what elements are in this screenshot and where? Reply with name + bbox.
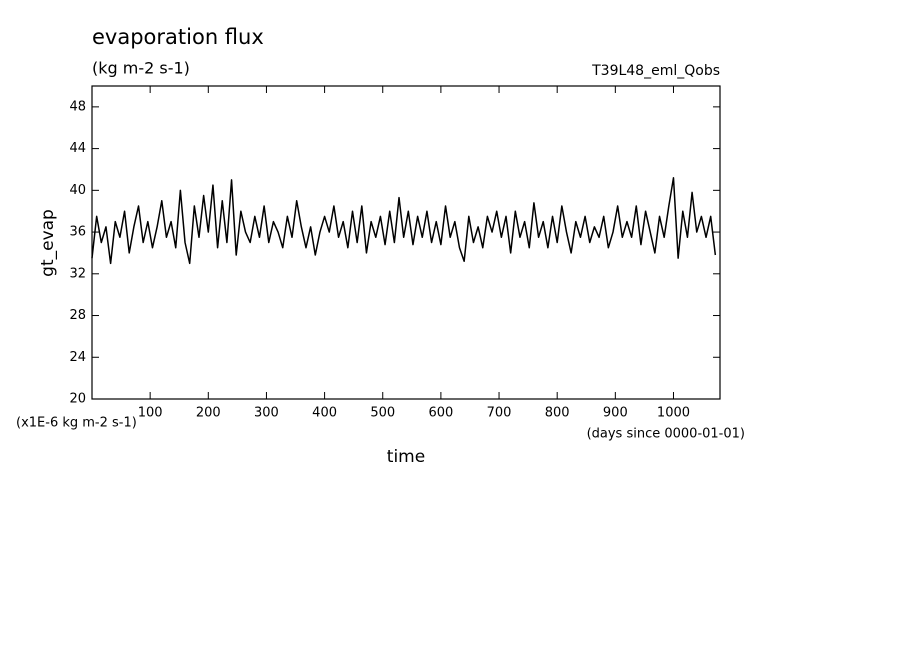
y-unit-note: (x1E-6 kg m-2 s-1) xyxy=(16,416,137,431)
x-tick-label: 700 xyxy=(487,406,512,421)
x-unit-note: (days since 0000-01-01) xyxy=(587,427,745,442)
x-tick-label: 900 xyxy=(603,406,628,421)
x-tick-label: 400 xyxy=(312,406,337,421)
x-tick-label: 500 xyxy=(370,406,395,421)
series-line xyxy=(91,177,717,265)
y-tick-label: 40 xyxy=(69,183,86,198)
y-tick-label: 48 xyxy=(69,99,86,114)
x-tick-label: 300 xyxy=(254,406,279,421)
x-tick-label: 600 xyxy=(428,406,453,421)
y-tick-label: 24 xyxy=(69,350,86,365)
x-tick-label: 100 xyxy=(138,406,163,421)
chart-title: evaporation flux xyxy=(92,25,264,49)
chart-subtitle: (kg m-2 s-1) xyxy=(92,59,190,78)
plot-frame xyxy=(91,85,721,400)
y-tick-label: 28 xyxy=(69,308,86,323)
x-tick-label: 1000 xyxy=(657,406,690,421)
x-tick-label: 200 xyxy=(196,406,221,421)
x-axis-label: time xyxy=(387,447,425,467)
y-tick-label: 36 xyxy=(69,225,86,240)
annotation: T39L48_eml_Qobs xyxy=(591,63,720,79)
y-tick-label: 44 xyxy=(69,141,86,156)
y-tick-label: 20 xyxy=(69,392,86,407)
y-tick-label: 32 xyxy=(69,266,86,281)
y-axis-label: gt_evap xyxy=(38,209,58,277)
x-tick-label: 800 xyxy=(545,406,570,421)
